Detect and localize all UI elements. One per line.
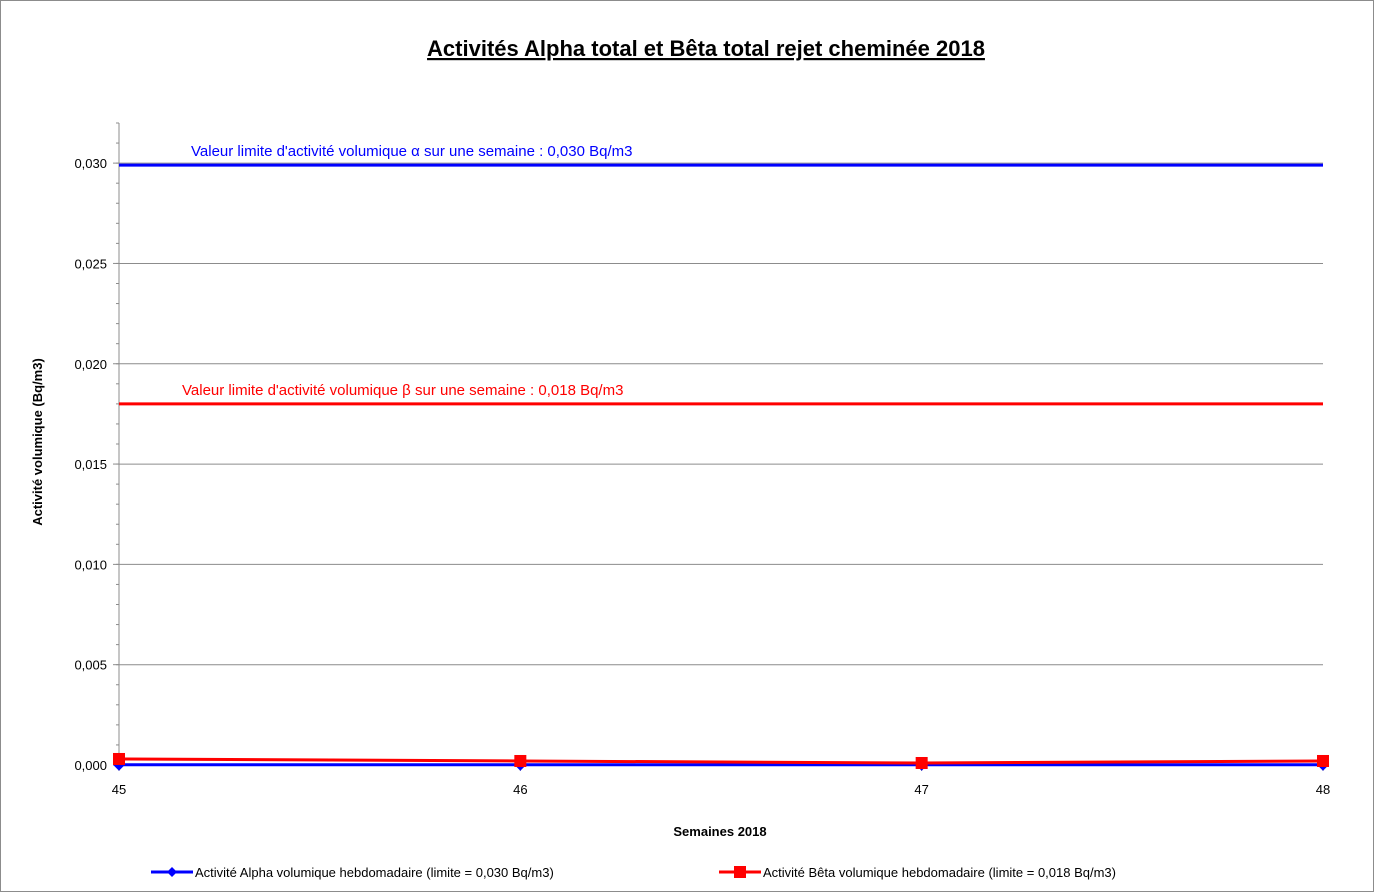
- y-tick-label: 0,010: [74, 557, 107, 572]
- x-tick-label: 47: [914, 782, 928, 797]
- data-point: [514, 754, 527, 767]
- y-tick-label: 0,015: [74, 457, 107, 472]
- series-line: [118, 757, 1324, 765]
- reference-lines: Valeur limite d'activité volumique α sur…: [119, 143, 1323, 406]
- data-point: [734, 866, 746, 878]
- data-point: [915, 756, 928, 769]
- legend-label: Activité Bêta volumique hebdomadaire (li…: [763, 865, 1116, 880]
- y-tick-label: 0,000: [74, 758, 107, 773]
- y-tick-label: 0,030: [74, 156, 107, 171]
- data-point: [113, 752, 125, 765]
- x-tick-label: 46: [513, 782, 527, 797]
- x-axis-title: Semaines 2018: [673, 824, 766, 839]
- data-point: [167, 867, 177, 877]
- limit-line-label: Valeur limite d'activité volumique β sur…: [182, 382, 623, 399]
- legend-label: Activité Alpha volumique hebdomadaire (l…: [195, 865, 554, 880]
- data-series: [113, 752, 1329, 771]
- y-tick-label: 0,005: [74, 658, 107, 673]
- legend: Activité Alpha volumique hebdomadaire (l…: [151, 865, 1116, 880]
- limit-line-label: Valeur limite d'activité volumique α sur…: [191, 143, 632, 160]
- chart-title: Activités Alpha total et Bêta total reje…: [427, 36, 985, 61]
- axes: 0,000 0,005 0,010 0,015 0,020 0,025 0,030 45 46 4…: [74, 122, 1330, 797]
- gridlines: [119, 162, 1323, 666]
- data-point: [1317, 754, 1329, 767]
- y-tick-label: 0,020: [74, 357, 107, 372]
- y-tick-label: 0,025: [74, 256, 107, 271]
- y-axis-title: Activité volumique (Bq/m3): [30, 358, 45, 526]
- x-tick-label: 45: [112, 782, 126, 797]
- x-tick-label: 48: [1316, 782, 1330, 797]
